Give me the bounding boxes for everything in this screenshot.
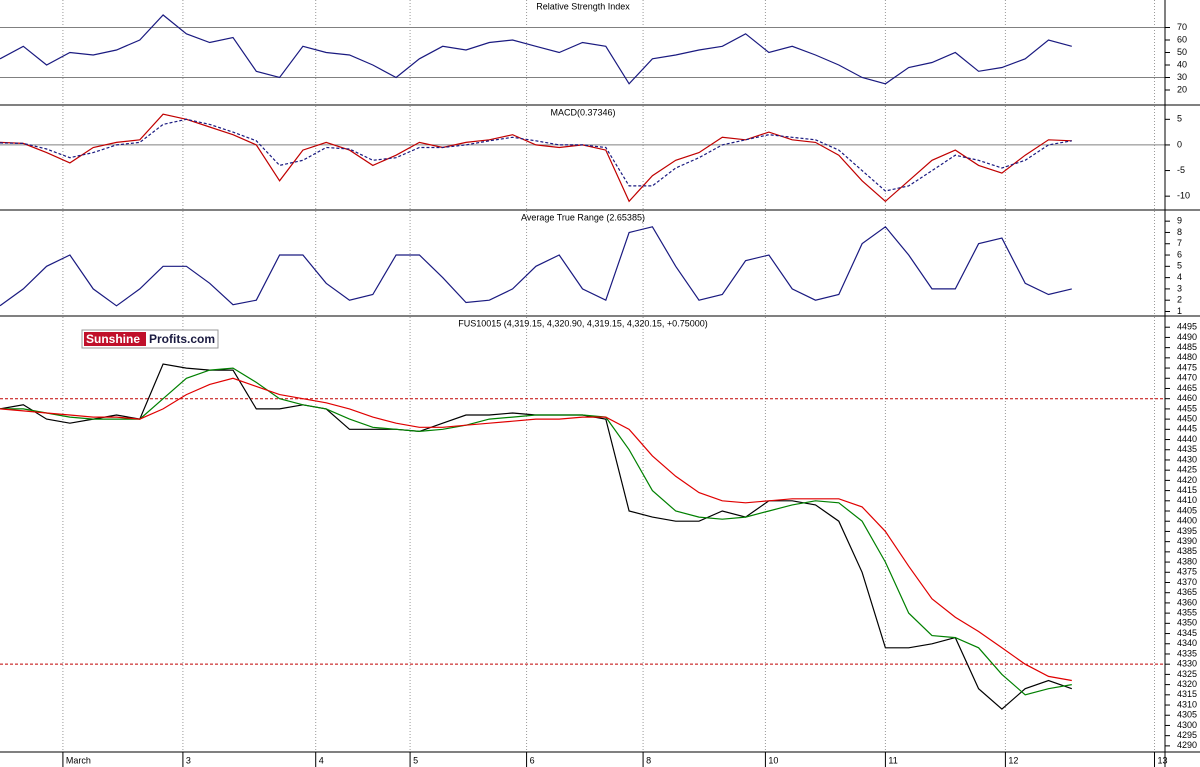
- y-tick-label: 4405: [1177, 505, 1197, 515]
- y-tick-label: 4475: [1177, 362, 1197, 372]
- series-line: [0, 118, 1072, 192]
- y-tick-label: 4345: [1177, 628, 1197, 638]
- y-tick-label: 0: [1177, 139, 1182, 149]
- y-tick-label: 1: [1177, 306, 1182, 316]
- y-tick-label: 4315: [1177, 689, 1197, 699]
- chart-title: FUS10015 (4,319.15, 4,320.90, 4,319.15, …: [458, 318, 707, 328]
- x-tick-label: 13: [1158, 755, 1168, 765]
- x-tick-label: 10: [768, 755, 778, 765]
- series-line: [0, 225, 1072, 307]
- y-tick-label: 6: [1177, 249, 1182, 259]
- y-tick-label: 4: [1177, 272, 1182, 282]
- y-tick-label: 4395: [1177, 526, 1197, 536]
- y-tick-label: -10: [1177, 191, 1190, 201]
- y-tick-label: 4480: [1177, 352, 1197, 362]
- y-tick-label: 4420: [1177, 475, 1197, 485]
- y-tick-label: 4440: [1177, 434, 1197, 444]
- y-tick-label: 9: [1177, 216, 1182, 226]
- y-tick-label: 4355: [1177, 608, 1197, 618]
- y-tick-label: 4465: [1177, 383, 1197, 393]
- y-tick-label: 4435: [1177, 444, 1197, 454]
- y-tick-label: 4340: [1177, 638, 1197, 648]
- y-tick-label: 4305: [1177, 710, 1197, 720]
- y-tick-label: 5: [1177, 114, 1182, 124]
- x-tick-label: 4: [319, 755, 324, 765]
- series-line: [0, 113, 1072, 203]
- y-tick-label: 4325: [1177, 669, 1197, 679]
- y-tick-label: 4375: [1177, 567, 1197, 577]
- y-tick-label: 4295: [1177, 730, 1197, 740]
- y-tick-label: 4370: [1177, 577, 1197, 587]
- y-tick-label: 4400: [1177, 516, 1197, 526]
- x-tick-label: 3: [186, 755, 191, 765]
- logo-badge: [84, 332, 146, 346]
- y-tick-label: 4495: [1177, 322, 1197, 332]
- y-tick-label: 4410: [1177, 495, 1197, 505]
- y-tick-label: 4300: [1177, 720, 1197, 730]
- chart-title: Relative Strength Index: [536, 1, 630, 11]
- y-tick-label: 4380: [1177, 556, 1197, 566]
- y-tick-label: 30: [1177, 72, 1187, 82]
- y-tick-label: 4450: [1177, 413, 1197, 423]
- y-tick-label: -5: [1177, 165, 1185, 175]
- chart-title: MACD(0.37346): [550, 107, 615, 117]
- logo-text: Profits.com: [149, 332, 215, 346]
- y-tick-label: 4460: [1177, 393, 1197, 403]
- y-tick-label: 4415: [1177, 485, 1197, 495]
- y-tick-label: 4425: [1177, 465, 1197, 475]
- y-tick-label: 4350: [1177, 618, 1197, 628]
- y-tick-label: 4335: [1177, 648, 1197, 658]
- y-tick-label: 3: [1177, 283, 1182, 293]
- y-tick-label: 4455: [1177, 403, 1197, 413]
- y-tick-label: 7: [1177, 238, 1182, 248]
- y-tick-label: 2: [1177, 295, 1182, 305]
- logo-text: Sunshine: [86, 332, 140, 346]
- y-tick-label: 4430: [1177, 454, 1197, 464]
- x-tick-label: 11: [888, 755, 897, 765]
- series-line: [0, 377, 1072, 682]
- y-tick-label: 4290: [1177, 740, 1197, 750]
- y-tick-label: 20: [1177, 84, 1187, 94]
- y-tick-label: 5: [1177, 261, 1182, 271]
- y-tick-label: 50: [1177, 47, 1187, 57]
- x-tick-label: 8: [646, 755, 651, 765]
- y-tick-label: 40: [1177, 59, 1187, 69]
- logo: Sunshine Profits.com: [81, 329, 219, 349]
- x-tick-label: March: [66, 755, 91, 765]
- y-tick-label: 4470: [1177, 373, 1197, 383]
- y-tick-label: 70: [1177, 22, 1187, 32]
- y-tick-label: 4360: [1177, 597, 1197, 607]
- y-tick-label: 4490: [1177, 332, 1197, 342]
- y-tick-label: 4390: [1177, 536, 1197, 546]
- y-tick-label: 4385: [1177, 546, 1197, 556]
- y-tick-label: 4485: [1177, 342, 1197, 352]
- x-tick-label: 5: [413, 755, 418, 765]
- y-tick-label: 8: [1177, 227, 1182, 237]
- y-tick-label: 4310: [1177, 699, 1197, 709]
- series-line: [0, 367, 1072, 696]
- y-tick-label: 4330: [1177, 659, 1197, 669]
- series-line: [0, 14, 1072, 85]
- x-tick-label: 6: [530, 755, 535, 765]
- y-tick-label: 60: [1177, 34, 1187, 44]
- y-tick-label: 4445: [1177, 424, 1197, 434]
- y-tick-label: 4320: [1177, 679, 1197, 689]
- y-tick-label: 4365: [1177, 587, 1197, 597]
- x-tick-label: 12: [1008, 755, 1018, 765]
- chart-title: Average True Range (2.65385): [521, 212, 645, 222]
